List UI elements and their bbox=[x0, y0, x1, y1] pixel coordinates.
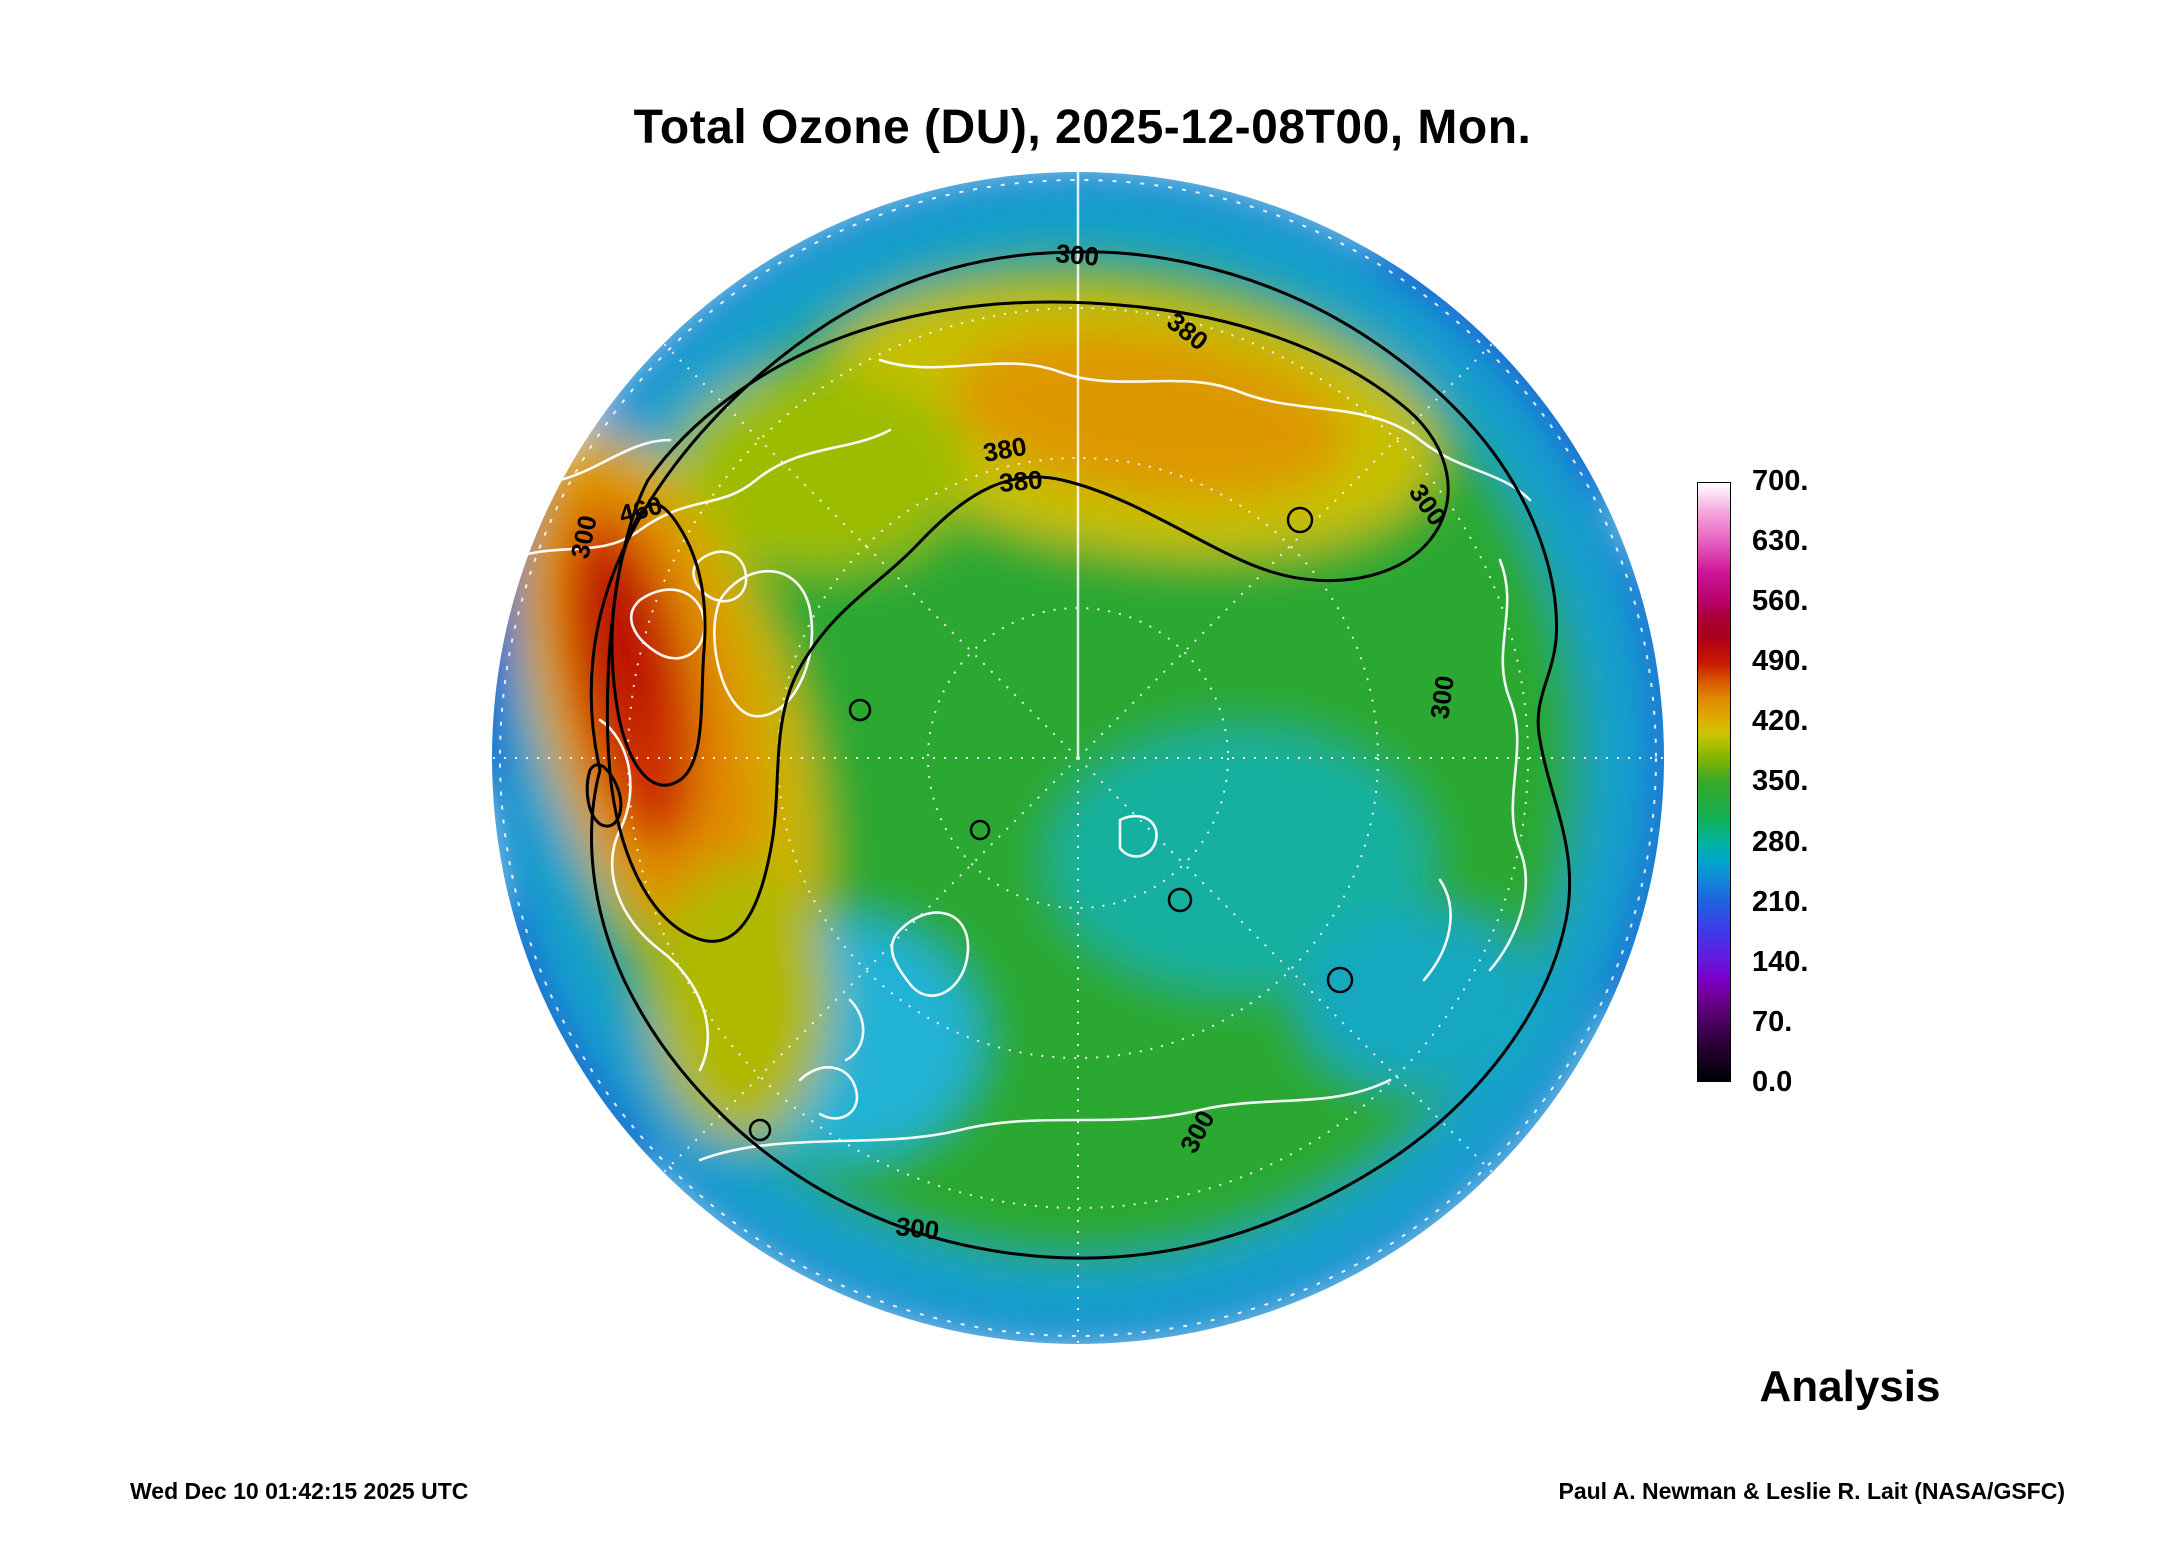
credit-line: Paul A. Newman & Leslie R. Lait (NASA/GS… bbox=[1558, 1478, 2065, 1504]
coast-arctic-islands-2 bbox=[692, 550, 748, 603]
latitude-circle-80 bbox=[927, 607, 1229, 909]
contour-islet-6 bbox=[748, 1118, 772, 1142]
colorbar-tick-labels: 700. 630. 560. 490. 420. 350. 280. 210. … bbox=[1752, 467, 1808, 1097]
colorbar-tick: 700. bbox=[1752, 465, 1809, 497]
colorbar-tick: 630. bbox=[1752, 525, 1809, 558]
field-teal-se bbox=[1300, 910, 1540, 1090]
latitude-circle-40 bbox=[627, 307, 1529, 1209]
field-yellowgreen-bridge bbox=[670, 370, 970, 570]
chart-title: Total Ozone (DU), 2025-12-08T00, Mon. bbox=[633, 101, 1532, 154]
coast-eurasia-arctic bbox=[878, 358, 1532, 502]
coast-greenland bbox=[713, 569, 814, 718]
generated-timestamp: Wed Dec 10 01:42:15 2025 UTC bbox=[130, 1478, 469, 1504]
contour-islet-5 bbox=[1326, 966, 1354, 994]
field-deepred-core bbox=[580, 551, 664, 729]
coast-east-asia bbox=[1488, 558, 1528, 972]
contour-460 bbox=[610, 502, 707, 787]
colorbar-tick: 560. bbox=[1752, 585, 1809, 618]
colorbar-tick: 0.0 bbox=[1752, 1065, 1793, 1098]
coast-alaska bbox=[506, 428, 892, 562]
graticule bbox=[492, 172, 1664, 1344]
contour-islet-1 bbox=[1286, 506, 1314, 534]
contour-label-380-center-a: 380 bbox=[981, 431, 1029, 468]
contour-label-300-top: 300 bbox=[1054, 238, 1100, 272]
contour-islet-4 bbox=[969, 819, 991, 841]
contour-label-300-bottom: 300 bbox=[894, 1211, 940, 1245]
coastlines bbox=[506, 358, 1532, 1162]
map-boundary-circle bbox=[499, 179, 1657, 1337]
colorbar-tick: 140. bbox=[1752, 945, 1809, 978]
contour-lines bbox=[585, 250, 1572, 1260]
field-yellow-south-extension bbox=[650, 860, 830, 1140]
colorbar-tick: 70. bbox=[1752, 1005, 1793, 1038]
coast-caspian bbox=[1118, 814, 1158, 858]
contour-islet-2 bbox=[848, 698, 872, 722]
contour-380 bbox=[605, 300, 1450, 943]
latitude-circle-60 bbox=[777, 457, 1379, 1059]
field-orange-siberia bbox=[951, 331, 1349, 499]
contour-islet-3 bbox=[1167, 887, 1193, 913]
coast-uk bbox=[844, 998, 865, 1062]
colorbar-tick: 420. bbox=[1752, 705, 1809, 738]
coast-mediterranean bbox=[698, 1078, 1392, 1162]
colorbar-tick: 210. bbox=[1752, 885, 1809, 918]
colorbar-tick: 490. bbox=[1752, 645, 1809, 678]
coast-east-north-america bbox=[598, 718, 710, 1072]
contour-460-south bbox=[585, 763, 623, 828]
coast-japan bbox=[1422, 878, 1452, 982]
coast-arctic-islands bbox=[629, 588, 706, 660]
coast-bering bbox=[558, 438, 672, 482]
colorbar-gradient bbox=[1697, 482, 1731, 1082]
contour-label-380-center-b: 380 bbox=[998, 464, 1044, 498]
field-teal-central-asia bbox=[1050, 730, 1430, 990]
colorbar-tick: 280. bbox=[1752, 825, 1809, 858]
contour-label-300-fareast: 300 bbox=[1424, 674, 1460, 721]
coast-iberia bbox=[798, 1066, 859, 1120]
globe-clip-group: 300 380 380 380 460 300 300 300 300 300 bbox=[492, 172, 1664, 1344]
colorbar-tick: 350. bbox=[1752, 765, 1809, 798]
coast-scandinavia bbox=[890, 911, 970, 997]
analysis-label: Analysis bbox=[1759, 1362, 1941, 1411]
